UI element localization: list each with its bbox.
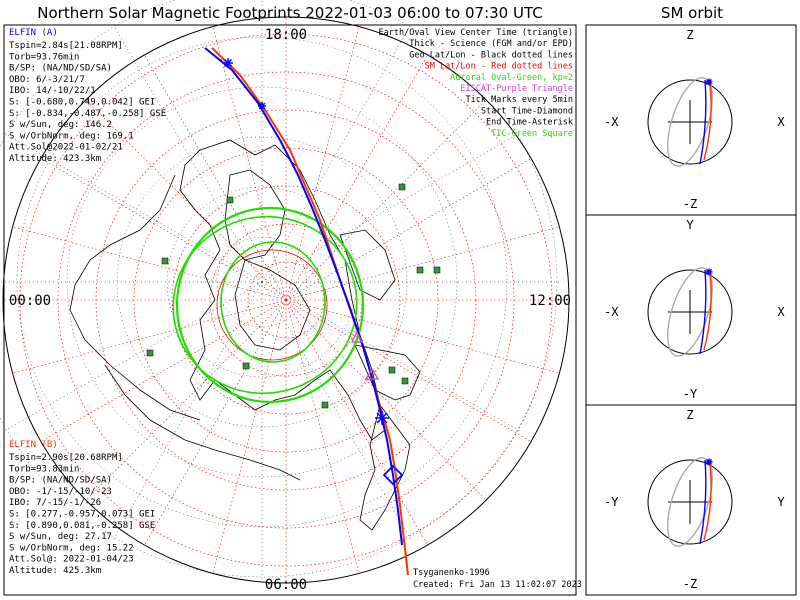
elfin-a-info-line: S w/OrbNorm, deg: 169.1 [9,131,134,141]
elfin-a-start-diamond [382,464,404,486]
legend-entry: Geo Lat/Lon - Black dotted lines [409,50,573,60]
footprint-tracks [204,47,409,576]
mlt-label-right: 12:00 [529,293,571,309]
sm-axis-label: -X [604,305,619,319]
legend-entry: TIC-Green Square [491,129,573,139]
legend-entry: End Time-Asterisk [486,118,573,128]
legend-entry: Tick Marks every 5min [466,95,573,105]
legend-entry: Auroral Oval-Green, kp=2 [450,73,573,83]
elfin-a-info-line: OBO: 6/-3/21/7 [9,75,85,85]
legend-entry: Start Time-Diamond [481,106,573,116]
elfin-b-info: ELFIN (B) Tspin=2.90s[20.68RPM]Torb=93.8… [9,440,155,576]
elfin-b-info-line: B/SP: (NA/ND/SD/SA) [9,476,112,486]
sm-axis-label: -Y [683,387,698,401]
sm-axis-label: -Y [604,495,619,509]
sm-panel-2: Y -Y -X X [585,214,797,406]
elfin-b-info-line: S: [0.277,-0.957,0.073] GEI [9,510,155,520]
elfin-a-info-line: Torb=93.76min [9,52,79,62]
sm-axis-label: Z [686,28,693,42]
elfin-a-info-line: Att.Sol@2022-01-02/21 [9,143,123,153]
elfin-a-info-line: B/SP: (NA/ND/SD/SA) [9,64,112,74]
elfin-a-track [204,47,403,546]
elfin-b-title: ELFIN (B) [9,440,58,450]
elfin-a-info: ELFIN (A) Tspin=2.84s[21.08RPM]Torb=93.7… [9,28,166,164]
elfin-b-track [211,47,409,576]
sm-orbit-title: SM orbit [661,4,723,22]
mlt-label-bottom: 06:00 [265,577,307,593]
eiscat-triangle [350,330,364,343]
created-timestamp: Created: Fri Jan 13 11:02:07 2023 [413,580,582,590]
elfin-a-title: ELFIN (A) [9,28,58,38]
legend-entry: Earth/Oval View Center Time (triangle) [379,28,573,38]
sm-axis-label: X [777,115,785,129]
elfin-a-info-line: IBO: 14/-10/22/1 [9,86,96,96]
coastlines [69,139,421,531]
eiscat-triangle [364,367,380,380]
sm-panel-1: Z -Z -X X [585,24,797,216]
legend-entry: Thick - Science (FGM and/or EPD) [409,39,573,49]
elfin-b-info-line: Att.Sol@: 2022-01-04/23 [9,555,134,565]
map-frame [3,24,577,596]
legend: Earth/Oval View Center Time (triangle)Th… [379,28,573,139]
elfin-b-info-line: S: [0.890,0.081,-0.258] GSE [9,521,155,531]
elfin-a-info-line: Altitude: 423.3km [9,154,101,164]
elfin-b-info-line: S w/OrbNorm, deg: 15.22 [9,543,134,553]
sm-axis-label: Y [777,495,785,509]
auroral-oval [172,206,365,404]
elfin-a-info-line: S: [-0.834,-0.487,-0.258] GSE [9,109,166,119]
elfin-b-info-line: Altitude: 425.3km [9,566,101,576]
sm-axis-label: Y [686,218,694,232]
page-title: Northern Solar Magnetic Footprints 2022-… [37,4,542,22]
tic-squares [146,183,441,409]
sm-axis-label: X [777,305,785,319]
sm-axis-label: -Z [683,197,697,211]
sm-orbit-panels: Z -Z -X X Y -Y -X X Z -Z -Y Y [585,24,797,596]
elfin-a-info-line: Tspin=2.84s[21.08RPM] [9,41,123,51]
elfin-a-info-line: S w/Sun, deg: 146.2 [9,120,112,130]
legend-entry: EISCAT-Purple Triangle [460,84,573,94]
mlt-label-left: 00:00 [9,293,51,309]
sm-axis-label: Z [686,408,693,422]
elfin-b-info-line: Torb=93.83min [9,464,79,474]
elfin-b-info-line: Tspin=2.90s[20.68RPM] [9,453,123,463]
sm-axis-label: -X [604,115,619,129]
elfin-b-info-line: S w/Sun, deg: 27.17 [9,532,112,542]
sm-panel-3: Z -Z -Y Y [585,404,797,596]
sm-grid [2,16,570,584]
legend-entry: SM Lat/Lon - Red dotted lines [425,62,573,72]
elfin-b-info-line: OBO: -1/-15/-10/-23 [9,487,112,497]
mlt-label-top: 18:00 [265,27,307,43]
elfin-a-info-line: S: [-0.680,0.749,0.042] GEI [9,98,155,108]
elfin-b-info-line: IBO: 7/-15/-1/-26 [9,498,101,508]
author-credit: Tsyganenko-1996 [413,568,490,578]
sm-axis-label: -Z [683,577,697,591]
